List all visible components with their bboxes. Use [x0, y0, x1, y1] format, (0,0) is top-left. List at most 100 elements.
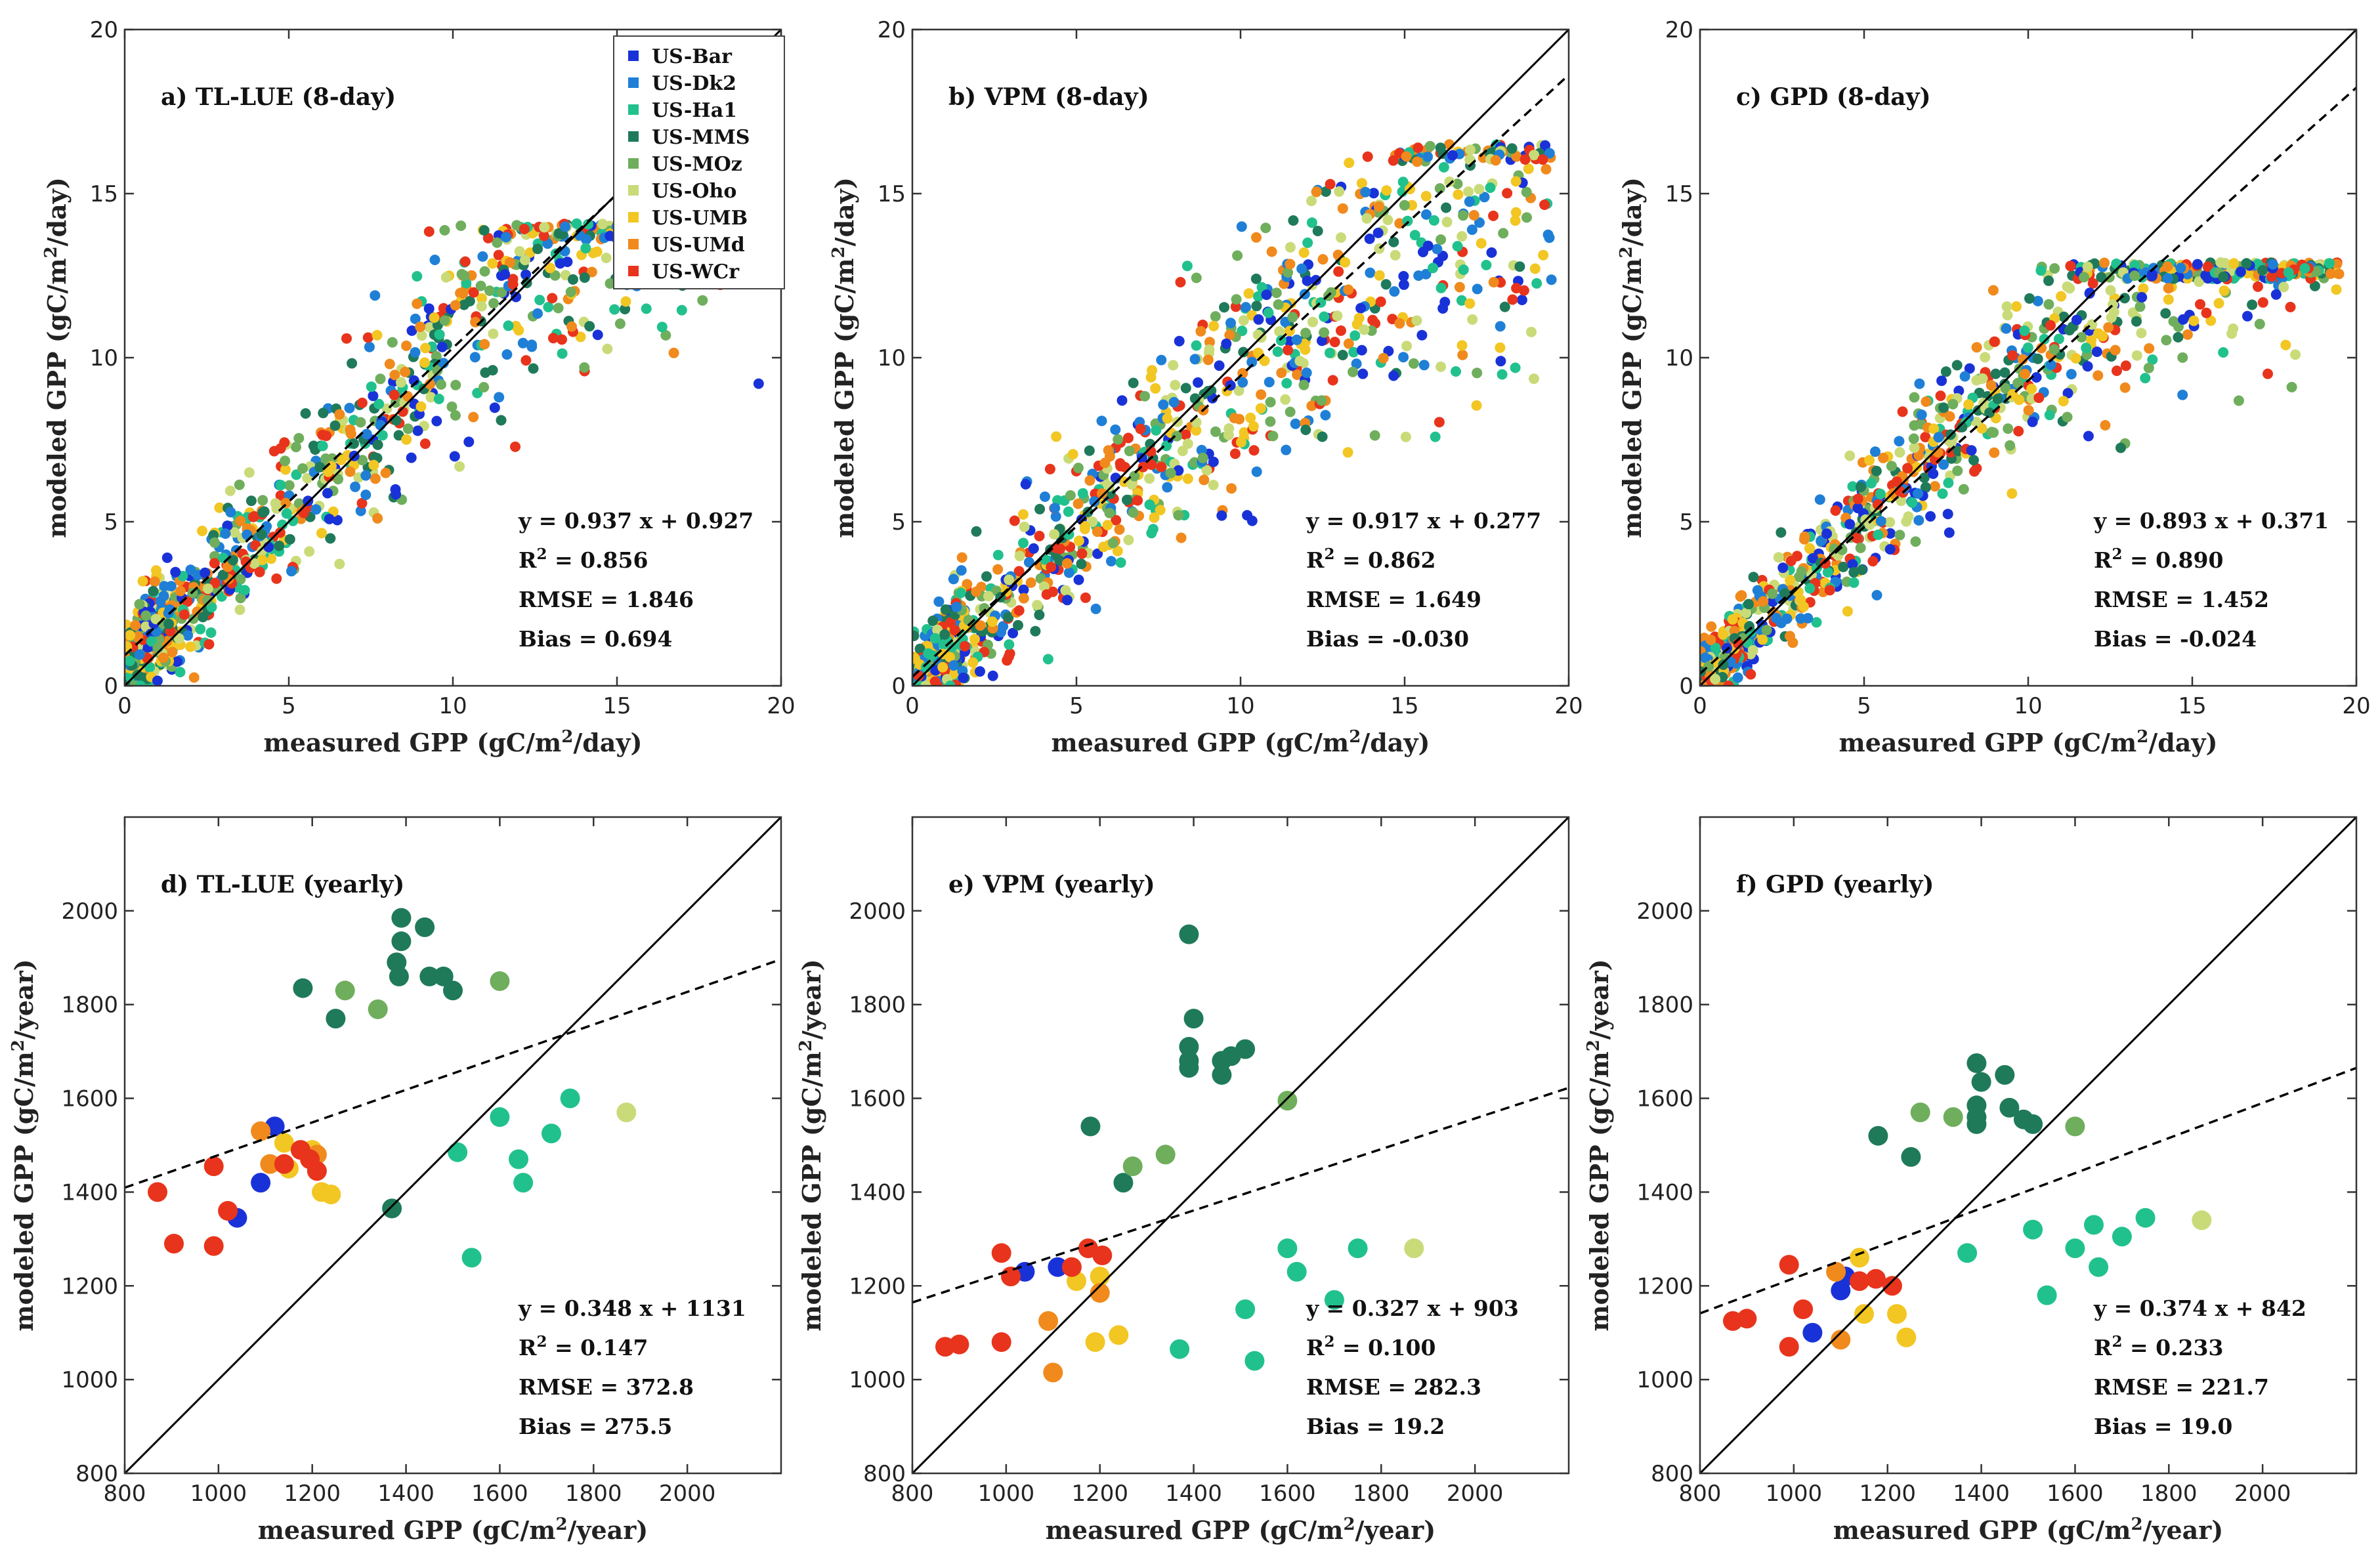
- data-point: [1963, 399, 1974, 410]
- r-squared: R2 = 0.890: [2094, 545, 2223, 573]
- data-point: [235, 515, 246, 526]
- data-point: [1337, 203, 1348, 214]
- data-point: [1398, 352, 1409, 363]
- y-axis-label: modeled GPP (gC/m2/year): [796, 959, 826, 1331]
- one-to-one-line: [1700, 30, 2356, 686]
- bias: Bias = 275.5: [519, 1414, 672, 1439]
- data-point: [1046, 562, 1057, 572]
- x-tick-label: 800: [1679, 1481, 1722, 1507]
- fit-line: [1700, 87, 2356, 675]
- y-axis-label: modeled GPP (gC/m2/day): [41, 177, 72, 538]
- data-point: [425, 379, 436, 390]
- data-point: [125, 656, 135, 667]
- data-point: [1729, 625, 1740, 637]
- data-point: [373, 398, 385, 410]
- data-point: [1210, 426, 1221, 437]
- data-point: [1398, 270, 1409, 282]
- data-point: [1288, 215, 1299, 226]
- data-point: [1146, 459, 1157, 471]
- data-point: [389, 369, 400, 381]
- data-point: [150, 614, 161, 625]
- r-squared-value: 0.233: [2156, 1335, 2223, 1360]
- data-point: [1925, 511, 1936, 522]
- data-point: [586, 266, 597, 278]
- data-point: [125, 630, 136, 641]
- x-axis-label: measured GPP (gC/m2/day): [264, 727, 643, 757]
- data-point: [1826, 1261, 1846, 1282]
- data-point: [2177, 352, 2188, 363]
- data-point: [1775, 618, 1787, 629]
- data-point: [1061, 1257, 1082, 1277]
- lines-group: [1700, 817, 2356, 1473]
- data-point: [1855, 542, 1866, 553]
- data-point: [1779, 588, 1791, 599]
- data-point: [2115, 442, 2126, 453]
- data-point: [1237, 377, 1248, 388]
- panel-d: 800 1000 1200 1400 1600 1800 2000 800 1000 1200 14…: [9, 816, 782, 1545]
- data-point: [476, 301, 487, 312]
- one-to-one-line: [1700, 817, 2356, 1473]
- data-point: [1290, 418, 1301, 429]
- data-point: [2163, 294, 2174, 305]
- data-point: [361, 429, 372, 440]
- data-point: [1030, 625, 1041, 637]
- data-point: [1062, 595, 1073, 606]
- data-point: [1325, 179, 1336, 190]
- data-point: [1300, 425, 1311, 435]
- data-point: [1177, 446, 1188, 457]
- data-point: [1018, 537, 1029, 549]
- data-point: [203, 1236, 224, 1256]
- data-point: [2049, 344, 2060, 355]
- data-point: [329, 420, 341, 431]
- data-point: [1189, 354, 1201, 365]
- r-squared: R2 = 0.862: [1306, 545, 1435, 573]
- data-point: [539, 222, 550, 233]
- data-point: [1049, 529, 1060, 540]
- fit-equation: y = 0.937 x + 0.927: [518, 508, 754, 534]
- data-point: [170, 566, 181, 578]
- data-point: [1162, 413, 1173, 424]
- data-point: [1910, 536, 1921, 547]
- data-point: [526, 341, 538, 352]
- data-point: [1779, 1255, 1799, 1275]
- data-point: [1971, 375, 1982, 386]
- legend-marker: [628, 212, 639, 222]
- data-point: [1990, 368, 2001, 379]
- data-point: [433, 393, 444, 404]
- data-point: [1718, 629, 1729, 640]
- data-point: [333, 474, 344, 485]
- data-point: [929, 633, 941, 644]
- data-point: [1465, 144, 1476, 156]
- data-point: [234, 479, 245, 490]
- data-point: [1162, 482, 1173, 493]
- data-point: [1453, 189, 1464, 200]
- data-point: [1251, 466, 1262, 477]
- data-point: [1115, 557, 1126, 568]
- data-point: [179, 609, 190, 620]
- data-point: [1802, 613, 1814, 623]
- data-point: [1887, 1304, 1907, 1324]
- data-point: [316, 528, 327, 539]
- data-point: [1875, 516, 1886, 527]
- data-point: [1852, 494, 1863, 505]
- y-tick-label: 5: [1679, 509, 1693, 536]
- data-point: [951, 601, 962, 612]
- data-point: [1958, 484, 1969, 495]
- data-point: [1510, 207, 1521, 218]
- data-point: [1151, 425, 1162, 436]
- data-point: [1938, 459, 1949, 470]
- data-point: [1432, 243, 1443, 255]
- data-point: [1507, 294, 1518, 305]
- data-point: [1176, 532, 1187, 543]
- data-point: [322, 488, 333, 499]
- data-point: [1732, 672, 1743, 683]
- data-point: [1518, 285, 1529, 296]
- data-point: [1808, 553, 1818, 564]
- data-point: [1748, 572, 1759, 583]
- data-point: [521, 355, 532, 366]
- data-point: [1510, 176, 1521, 187]
- data-point: [443, 980, 463, 1001]
- data-point: [1457, 349, 1468, 360]
- data-point: [293, 432, 305, 444]
- data-point: [1373, 201, 1384, 212]
